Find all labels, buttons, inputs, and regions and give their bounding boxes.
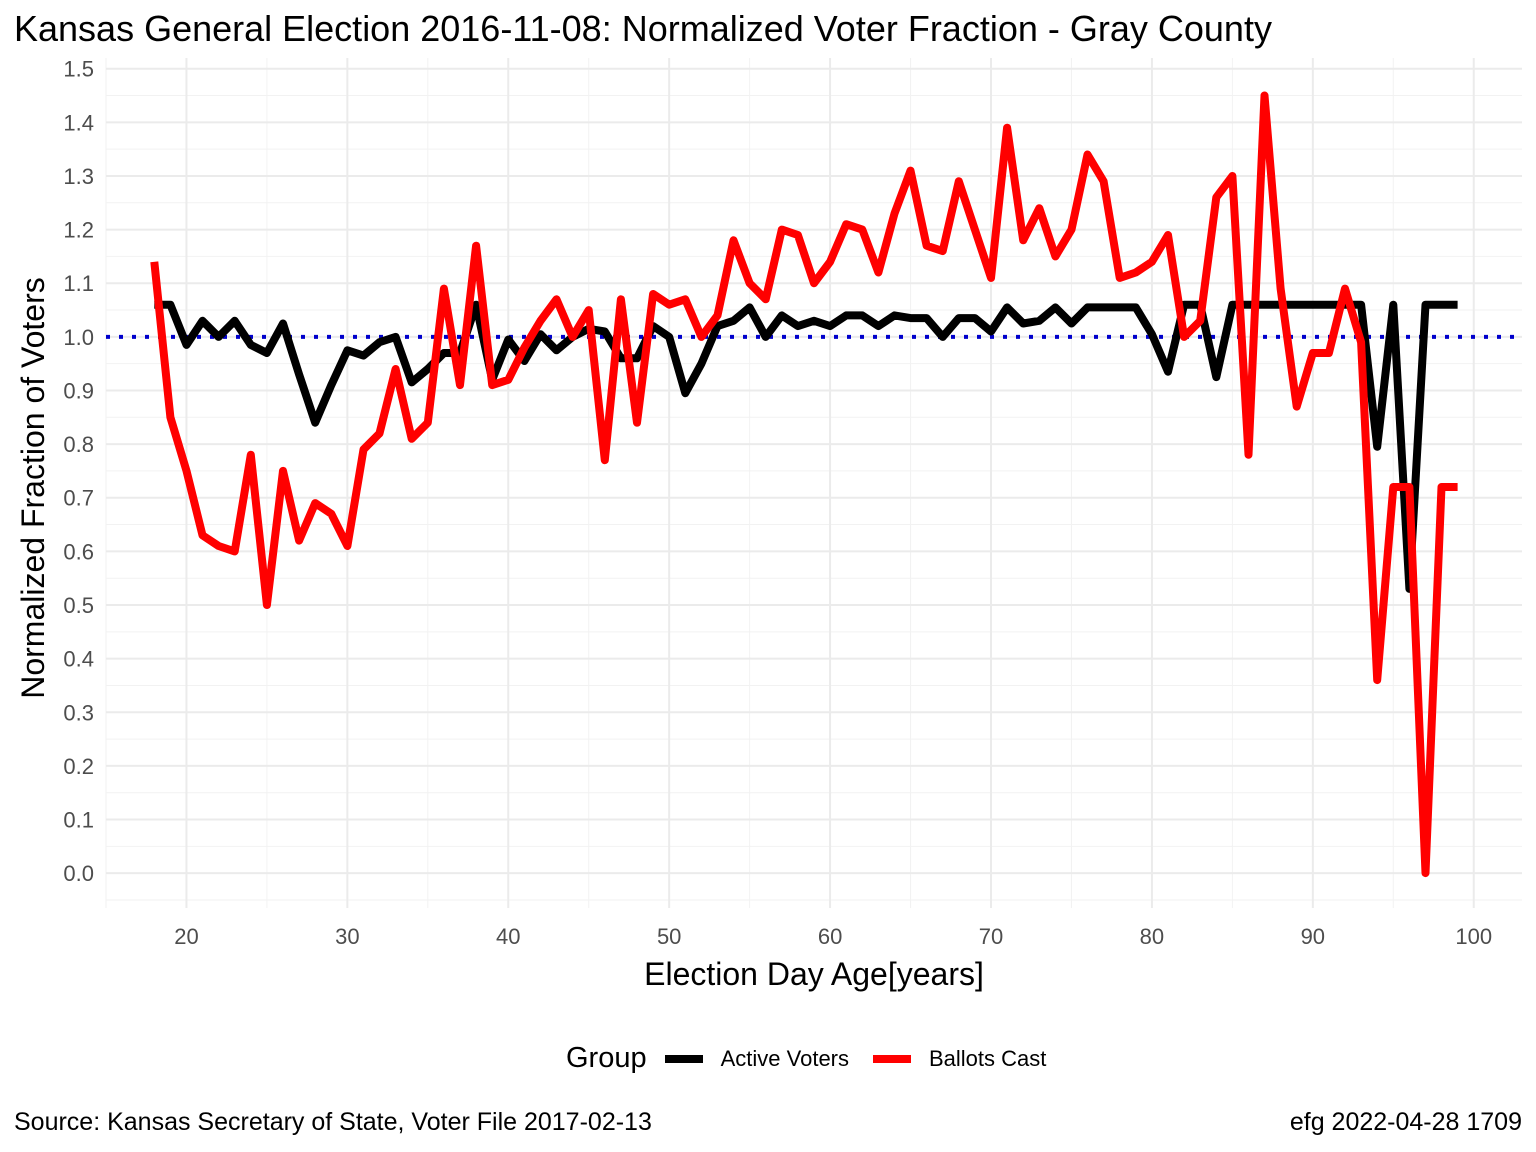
x-tick-label: 50 bbox=[657, 924, 681, 949]
series-layer bbox=[154, 96, 1457, 874]
legend-title: Group bbox=[566, 1042, 647, 1075]
y-tick-label: 1.3 bbox=[63, 164, 94, 189]
y-tick-label: 0.1 bbox=[63, 808, 94, 833]
x-tick-label: 100 bbox=[1455, 924, 1492, 949]
legend-label-active-voters: Active Voters bbox=[721, 1046, 849, 1072]
credit-caption: efg 2022-04-28 1709 bbox=[1290, 1108, 1522, 1137]
y-tick-label: 0.9 bbox=[63, 378, 94, 403]
legend-label-ballots-cast: Ballots Cast bbox=[929, 1046, 1046, 1072]
legend-key-ballots-cast bbox=[873, 1055, 911, 1063]
y-tick-label: 1.2 bbox=[63, 218, 94, 243]
y-tick-label: 0.4 bbox=[63, 647, 94, 672]
legend: Group Active Voters Ballots Cast bbox=[566, 1042, 1070, 1075]
x-tick-label: 70 bbox=[979, 924, 1003, 949]
legend-key-active-voters bbox=[665, 1055, 703, 1063]
y-tick-label: 0.3 bbox=[63, 700, 94, 725]
y-tick-label: 0.8 bbox=[63, 432, 94, 457]
series-line-ballots-cast bbox=[154, 96, 1457, 874]
x-tick-label: 80 bbox=[1140, 924, 1164, 949]
source-caption: Source: Kansas Secretary of State, Voter… bbox=[14, 1108, 652, 1137]
y-tick-label: 0.2 bbox=[63, 754, 94, 779]
x-tick-label: 20 bbox=[174, 924, 198, 949]
x-tick-label: 30 bbox=[335, 924, 359, 949]
y-tick-label: 0.0 bbox=[63, 861, 94, 886]
x-tick-label: 40 bbox=[496, 924, 520, 949]
y-tick-label: 1.0 bbox=[63, 325, 94, 350]
y-tick-label: 1.4 bbox=[63, 110, 94, 135]
y-tick-label: 0.7 bbox=[63, 486, 94, 511]
y-tick-label: 1.5 bbox=[63, 57, 94, 82]
x-tick-label: 60 bbox=[818, 924, 842, 949]
y-tick-labels: 0.0 0.1 0.2 0.3 0.4 0.5 0.6 0.7 0.8 0.9 1.0 1.1 1.2 1… bbox=[63, 57, 94, 886]
x-tick-labels: 20 30 40 50 60 70 80 90 100 bbox=[174, 924, 1492, 949]
y-tick-label: 0.6 bbox=[63, 539, 94, 564]
x-tick-label: 90 bbox=[1301, 924, 1325, 949]
y-tick-label: 0.5 bbox=[63, 593, 94, 618]
y-axis-title: Normalized Fraction of Voters bbox=[15, 277, 51, 699]
grid-lines bbox=[106, 58, 1522, 908]
x-axis-title: Election Day Age[years] bbox=[644, 956, 984, 992]
y-tick-label: 1.1 bbox=[63, 271, 94, 296]
